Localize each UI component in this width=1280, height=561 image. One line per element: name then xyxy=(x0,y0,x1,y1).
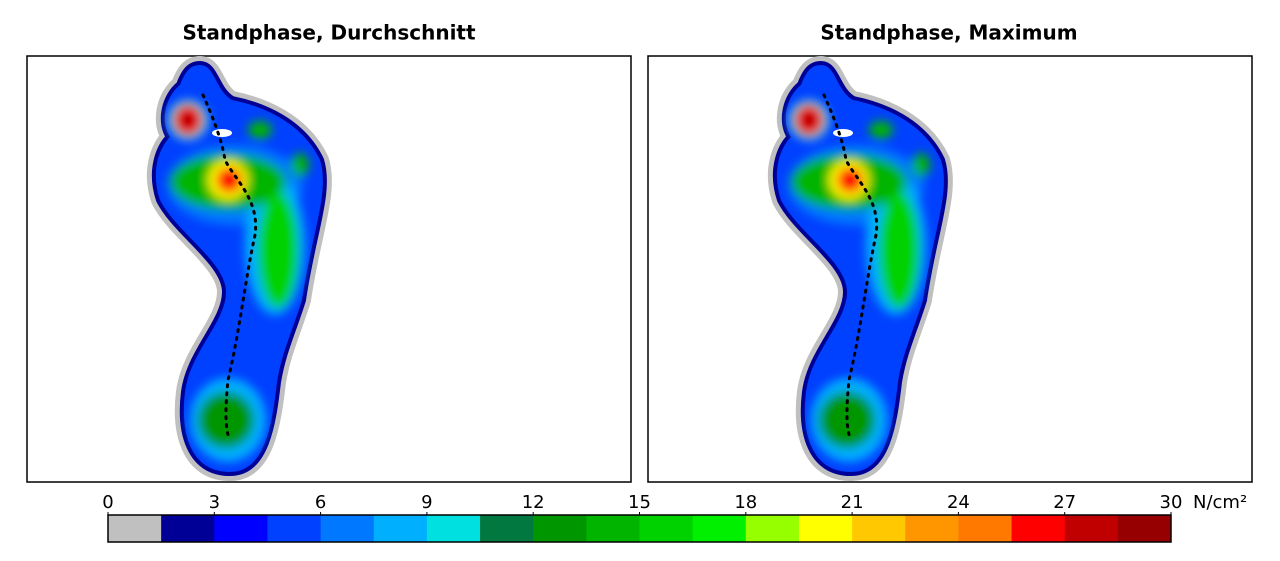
colorbar-segment xyxy=(958,515,1013,542)
colorbar-unit: N/cm² xyxy=(1193,492,1247,513)
panel-title: Standphase, Durchschnitt xyxy=(182,21,476,45)
colorbar-segment xyxy=(214,515,268,542)
colorbar-segment xyxy=(905,515,959,542)
panel: Standphase, Maximum xyxy=(647,21,1253,483)
plot-frame xyxy=(26,55,632,483)
colorbar-segment xyxy=(1064,515,1119,542)
colorbar-segment xyxy=(745,515,800,542)
colorbar-segment xyxy=(1117,515,1172,542)
panel: Standphase, Durchschnitt xyxy=(26,21,632,483)
colorbar-segment xyxy=(108,515,162,542)
colorbar-tick-label: 9 xyxy=(421,492,432,513)
colorbar-segment xyxy=(692,515,747,542)
colorbar-segment xyxy=(480,515,534,542)
colorbar-segment xyxy=(798,515,853,542)
colorbar-segment xyxy=(267,515,322,542)
colorbar-tick-label: 6 xyxy=(315,492,326,513)
colorbar-segment xyxy=(426,515,481,542)
plot-frame xyxy=(647,55,1253,483)
panel-title: Standphase, Maximum xyxy=(820,21,1077,45)
colorbar-segment xyxy=(586,515,640,542)
colorbar-segment xyxy=(852,515,906,542)
colorbar-tick-label: 12 xyxy=(522,492,545,513)
colorbar-tick-label: 21 xyxy=(841,492,864,513)
colorbar-tick-label: 15 xyxy=(628,492,651,513)
colorbar-tick-label: 0 xyxy=(102,492,113,513)
colorbar-segment xyxy=(533,515,587,542)
colorbar-tick-label: 3 xyxy=(209,492,220,513)
colorbar-segment xyxy=(373,515,428,542)
colorbar: N/cm² 0 3 6 9 12 15 18 21 24 27 30 xyxy=(102,492,1247,543)
colorbar-tick-label: 18 xyxy=(734,492,757,513)
colorbar-segment xyxy=(1011,515,1066,542)
colorbar-tick-label: 24 xyxy=(947,492,970,513)
colorbar-segment xyxy=(161,515,215,542)
colorbar-tick-label: 30 xyxy=(1160,492,1183,513)
colorbar-segment xyxy=(320,515,375,542)
colorbar-segment xyxy=(639,515,694,542)
colorbar-tick-label: 27 xyxy=(1053,492,1076,513)
